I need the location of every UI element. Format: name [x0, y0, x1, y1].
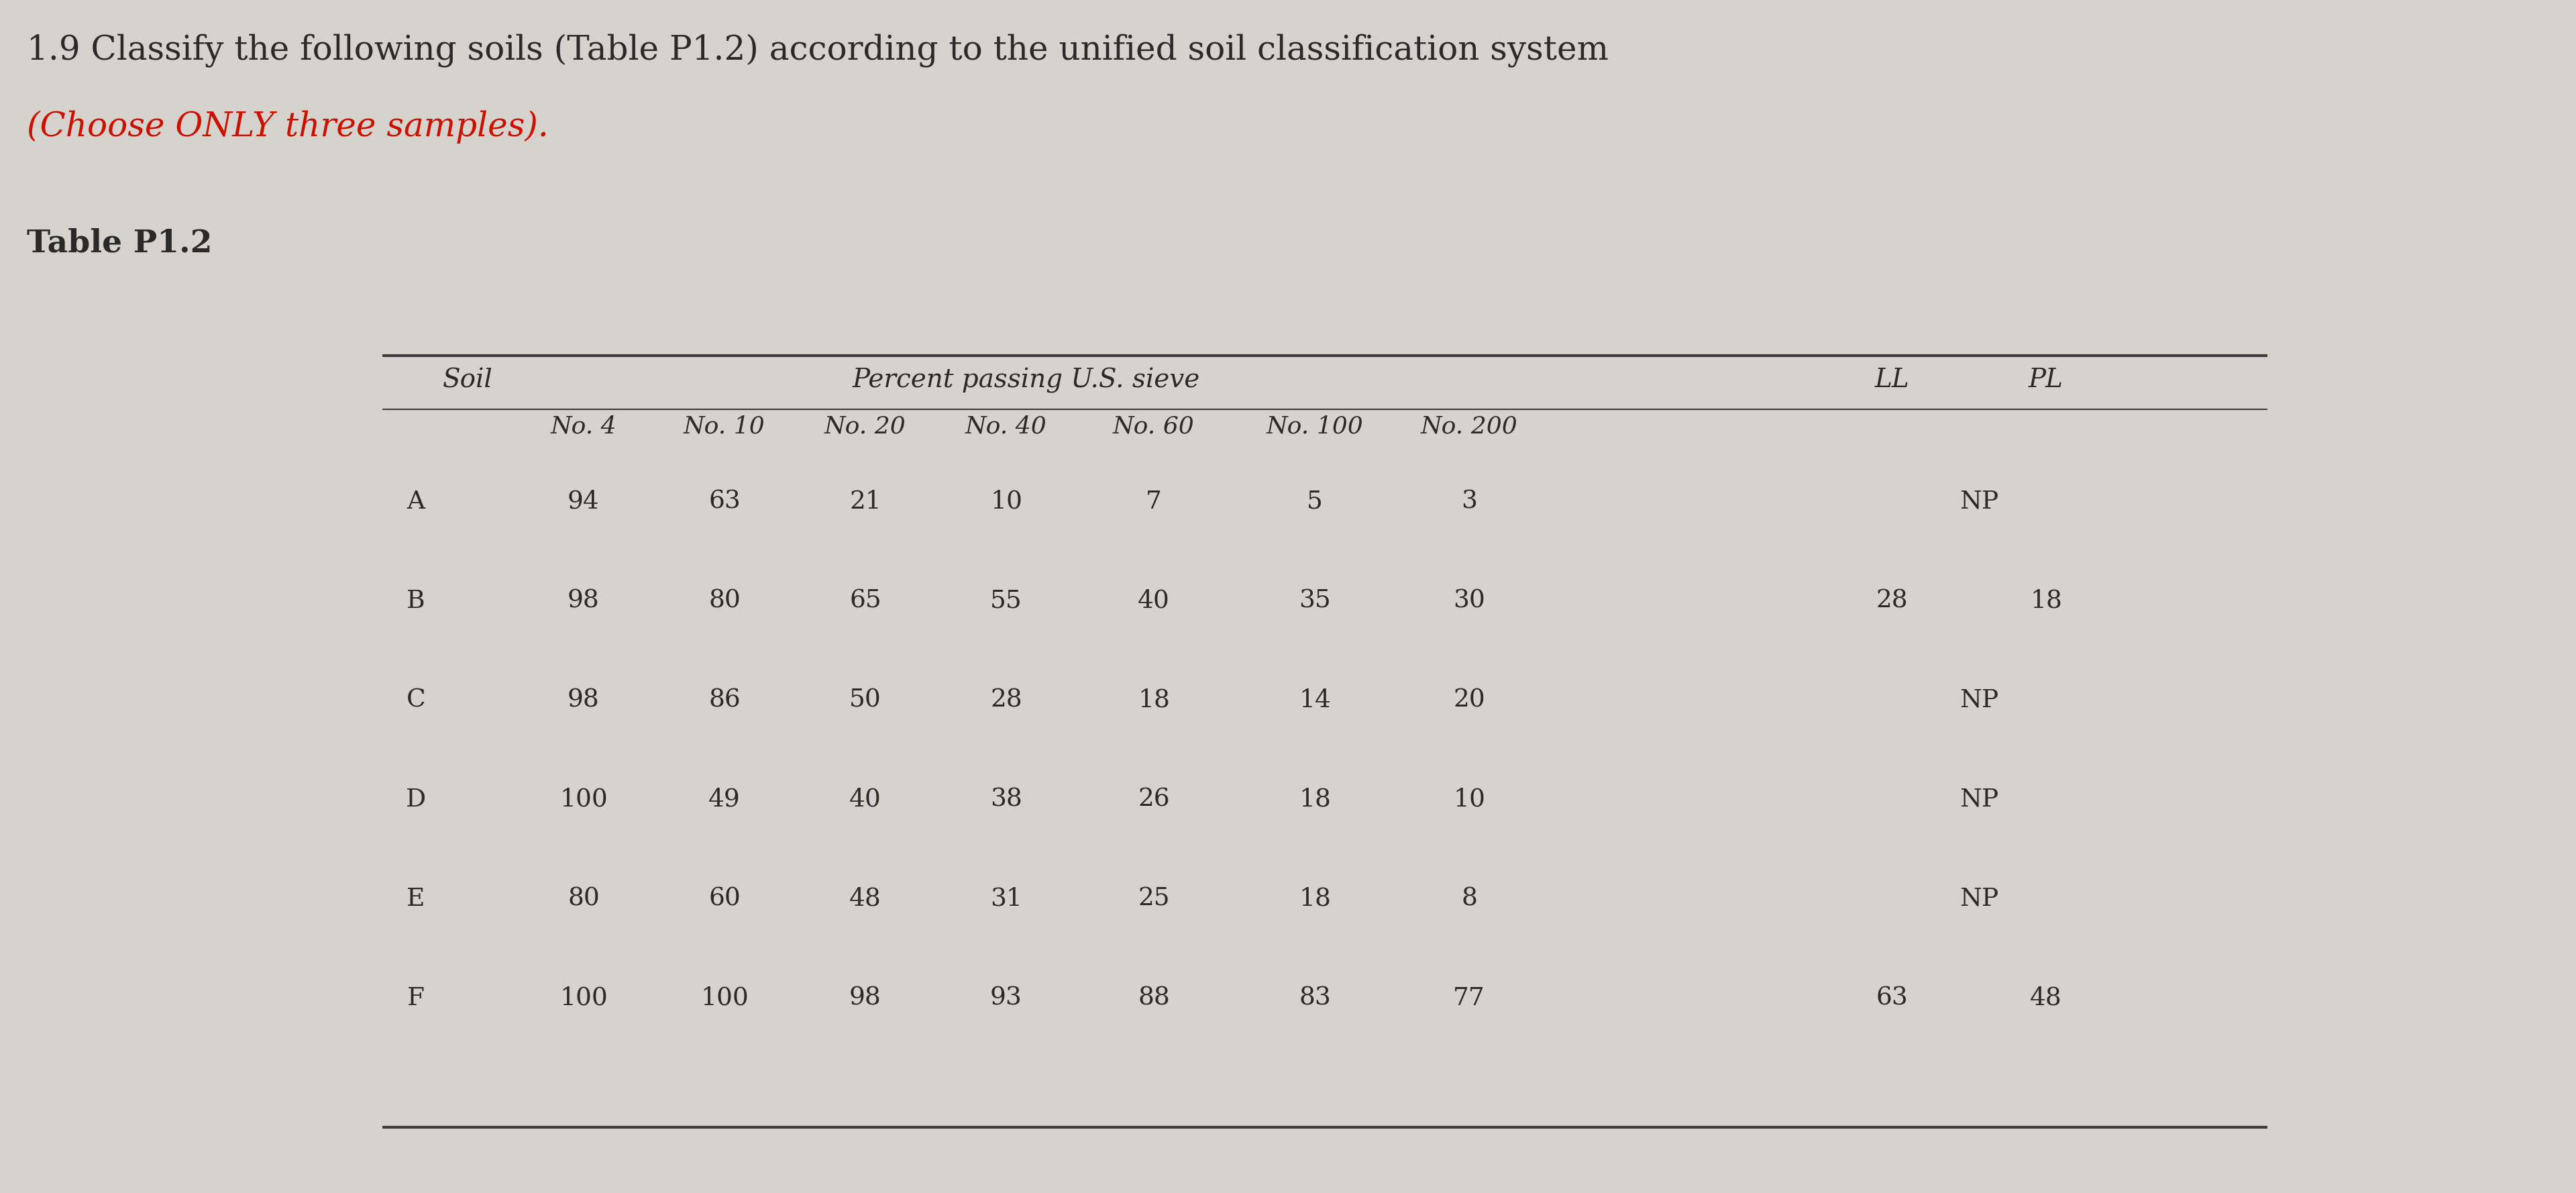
Text: 21: 21 [850, 490, 881, 514]
Text: 5: 5 [1306, 490, 1324, 514]
Text: 49: 49 [708, 787, 739, 812]
Text: 40: 40 [850, 787, 881, 812]
Text: 83: 83 [1298, 987, 1332, 1010]
Text: 100: 100 [559, 987, 608, 1010]
Text: 65: 65 [850, 589, 881, 613]
Text: E: E [407, 888, 425, 911]
Text: 48: 48 [2030, 987, 2061, 1010]
Text: 25: 25 [1139, 888, 1170, 911]
Text: 40: 40 [1139, 589, 1170, 613]
Text: No. 40: No. 40 [966, 415, 1046, 438]
Text: 18: 18 [1298, 888, 1332, 911]
Text: 10: 10 [989, 490, 1023, 514]
Text: 30: 30 [1453, 589, 1486, 613]
Text: 80: 80 [567, 888, 600, 911]
Text: F: F [407, 987, 425, 1010]
Text: 98: 98 [850, 987, 881, 1010]
Text: 28: 28 [989, 688, 1023, 712]
Text: 48: 48 [850, 888, 881, 911]
Text: NP: NP [1960, 490, 1999, 514]
Text: D: D [407, 787, 425, 812]
Text: Percent passing U.S. sieve: Percent passing U.S. sieve [853, 367, 1200, 394]
Text: 28: 28 [1875, 589, 1909, 613]
Text: 88: 88 [1139, 987, 1170, 1010]
Text: 63: 63 [708, 490, 739, 514]
Text: 18: 18 [1139, 688, 1170, 712]
Text: 77: 77 [1453, 987, 1486, 1010]
Text: 20: 20 [1453, 688, 1486, 712]
Text: 63: 63 [1875, 987, 1909, 1010]
Text: NP: NP [1960, 688, 1999, 712]
Text: 18: 18 [1298, 787, 1332, 812]
Text: C: C [407, 688, 425, 712]
Text: No. 10: No. 10 [683, 415, 765, 438]
Text: 50: 50 [850, 688, 881, 712]
Text: 86: 86 [708, 688, 739, 712]
Text: Table P1.2: Table P1.2 [26, 228, 211, 259]
Text: 98: 98 [567, 589, 600, 613]
Text: 26: 26 [1139, 787, 1170, 812]
Text: Soil: Soil [443, 367, 492, 392]
Text: 100: 100 [559, 787, 608, 812]
Text: 14: 14 [1298, 688, 1332, 712]
Text: (Choose ONLY three samples).: (Choose ONLY three samples). [26, 111, 549, 144]
Text: 7: 7 [1146, 490, 1162, 514]
Text: PL: PL [2030, 367, 2063, 392]
Text: LL: LL [1875, 367, 1909, 392]
Text: NP: NP [1960, 787, 1999, 812]
Text: 3: 3 [1461, 490, 1476, 514]
Text: A: A [407, 490, 425, 514]
Text: 38: 38 [989, 787, 1023, 812]
Text: No. 20: No. 20 [824, 415, 907, 438]
Text: No. 60: No. 60 [1113, 415, 1195, 438]
Text: 93: 93 [989, 987, 1023, 1010]
Text: 35: 35 [1298, 589, 1332, 613]
Text: 18: 18 [2030, 589, 2063, 613]
Text: 60: 60 [708, 888, 739, 911]
Text: No. 200: No. 200 [1419, 415, 1517, 438]
Text: 10: 10 [1453, 787, 1486, 812]
Text: No. 100: No. 100 [1267, 415, 1363, 438]
Text: B: B [407, 589, 425, 613]
Text: 100: 100 [701, 987, 750, 1010]
Text: 8: 8 [1461, 888, 1476, 911]
Text: 55: 55 [989, 589, 1023, 613]
Text: 1.9 Classify the following soils (Table P1.2) according to the unified soil clas: 1.9 Classify the following soils (Table … [26, 33, 1607, 67]
Text: 31: 31 [989, 888, 1023, 911]
Text: 98: 98 [567, 688, 600, 712]
Text: No. 4: No. 4 [551, 415, 616, 438]
Text: 80: 80 [708, 589, 739, 613]
Text: 94: 94 [567, 490, 600, 514]
Text: NP: NP [1960, 888, 1999, 911]
